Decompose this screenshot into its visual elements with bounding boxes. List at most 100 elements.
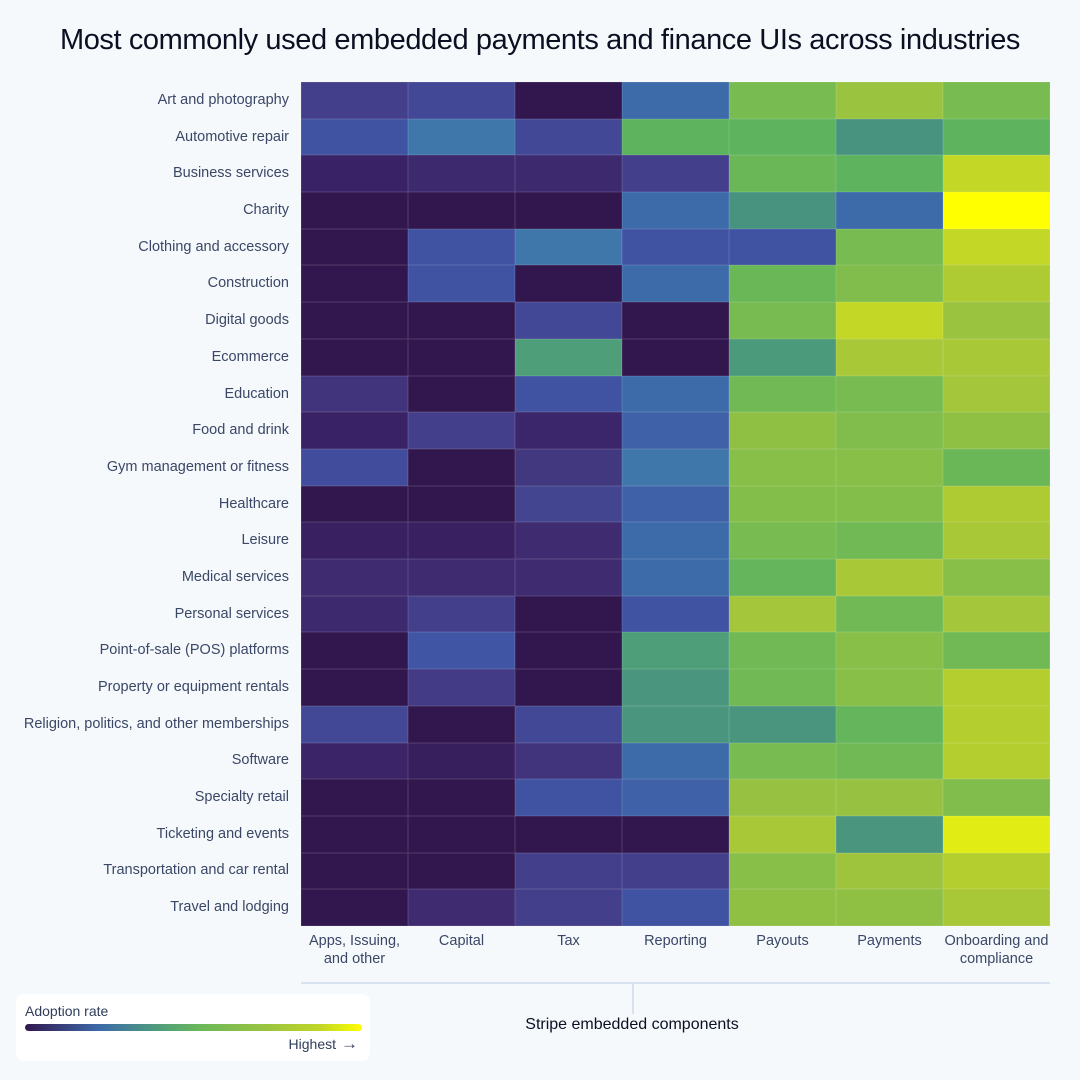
row-label: Software (231, 752, 289, 769)
row-label: Gym management or fitness (106, 458, 289, 475)
heatmap-cell (622, 742, 729, 780)
heatmap-cell (836, 192, 943, 229)
row-label: Healthcare (218, 495, 289, 512)
heatmap-cell (836, 412, 943, 449)
heatmap-cell (515, 889, 622, 926)
row-label: Charity (243, 202, 289, 219)
heatmap-cell (943, 889, 1050, 926)
heatmap-cell (515, 118, 622, 156)
row-label: Art and photography (157, 92, 289, 108)
row-label: Medical services (181, 568, 289, 585)
row-label: Education (224, 385, 290, 402)
heatmap-cell (729, 118, 836, 156)
heatmap-cell (943, 228, 1050, 266)
heatmap-cell (622, 412, 729, 449)
heatmap-cell (408, 705, 515, 743)
heatmap-cell (301, 338, 408, 376)
chart-title: Most commonly used embedded payments and… (59, 24, 1021, 56)
heatmap-cell (943, 448, 1050, 486)
heatmap-cell (836, 779, 943, 816)
heatmap-cell (301, 779, 408, 816)
heatmap-cell (943, 669, 1050, 706)
heatmap-cell (943, 632, 1050, 670)
column-labels: Apps, Issuing, and other Capital Tax Report… (301, 932, 1050, 968)
heatmap-cell (408, 412, 515, 449)
heatmap-cell (408, 82, 515, 119)
row-label: Personal services (174, 605, 289, 622)
row-label: Transportation and car rental (103, 862, 289, 879)
legend-title: Adoption rate (25, 1003, 109, 1019)
heatmap-cell (836, 705, 943, 743)
heatmap-cell (729, 448, 836, 486)
heatmap-cell (943, 338, 1050, 376)
heatmap-cell (408, 889, 515, 926)
heatmap-cell (408, 448, 515, 486)
heatmap-cell (515, 595, 622, 633)
heatmap-cell (836, 228, 943, 266)
heatmap-cell (729, 485, 836, 523)
heatmap-cell (943, 779, 1050, 816)
heatmap-cell (943, 522, 1050, 560)
heatmap-cell (622, 669, 729, 706)
heatmap-cell (943, 82, 1050, 119)
row-label: Construction (207, 275, 289, 292)
heatmap-cell (622, 815, 729, 853)
heatmap-cell (622, 338, 729, 376)
heatmap-cell (729, 228, 836, 266)
heatmap-cell (836, 375, 943, 413)
heatmap-cell (836, 559, 943, 596)
heatmap-cell (943, 265, 1050, 303)
heatmap-cell (622, 485, 729, 523)
heatmap-cell (943, 705, 1050, 743)
heatmap-cell (301, 632, 408, 670)
heatmap-cell (836, 852, 943, 890)
heatmap-cell (729, 669, 836, 706)
heatmap-cell (729, 632, 836, 670)
heatmap-cell (622, 118, 729, 156)
heatmap-cell (622, 522, 729, 560)
heatmap-cell (836, 155, 943, 193)
row-label: Leisure (241, 532, 289, 549)
column-label: Onboarding and compliance (944, 933, 1049, 967)
heatmap-cell (301, 669, 408, 706)
heatmap-cell (301, 742, 408, 780)
heatmap-cell (301, 192, 408, 229)
heatmap-cell (622, 779, 729, 816)
heatmap-grid (301, 82, 1050, 926)
heatmap-cell (622, 302, 729, 339)
heatmap-cell (515, 742, 622, 780)
row-label: Business services (172, 165, 289, 182)
heatmap-cell (515, 448, 622, 486)
heatmap-cell (836, 742, 943, 780)
heatmap-cell (301, 118, 408, 156)
heatmap-cell (408, 192, 515, 229)
heatmap-cell (729, 192, 836, 229)
heatmap-cell (408, 118, 515, 156)
row-label: Point-of-sale (POS) platforms (99, 642, 289, 659)
row-label: Property or equipment rentals (97, 679, 289, 695)
heatmap-cell (622, 192, 729, 229)
heatmap-cell (622, 228, 729, 266)
heatmap-cell (408, 815, 515, 853)
heatmap-cell (622, 265, 729, 303)
heatmap-cell (515, 412, 622, 449)
heatmap-cell (729, 852, 836, 890)
row-label: Religion, politics, and other membership… (23, 715, 289, 732)
heatmap-cell (943, 118, 1050, 156)
heatmap-cell (515, 155, 622, 193)
heatmap-cell (515, 632, 622, 670)
heatmap-cell (408, 375, 515, 413)
heatmap-cell (408, 742, 515, 780)
heatmap-cell (836, 118, 943, 156)
heatmap-cell (943, 595, 1050, 633)
heatmap-cell (408, 669, 515, 706)
heatmap-cell (301, 302, 408, 339)
heatmap-cell (408, 228, 515, 266)
row-label: Ecommerce (211, 348, 289, 365)
heatmap-cell (729, 815, 836, 853)
row-label: Ticketing and events (156, 825, 289, 842)
heatmap-cell (301, 265, 408, 303)
heatmap-cell (943, 742, 1050, 780)
heatmap-cell (301, 705, 408, 743)
heatmap-cell (622, 375, 729, 413)
